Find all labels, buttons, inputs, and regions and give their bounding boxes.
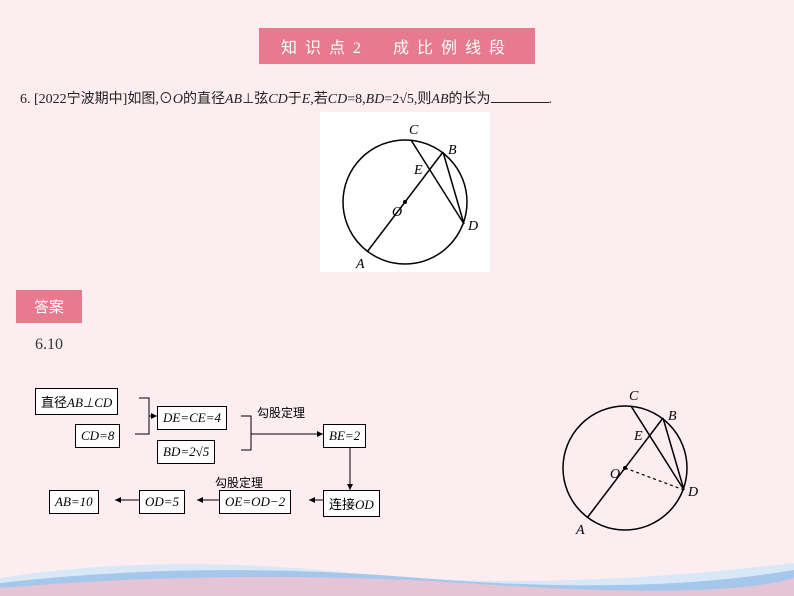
- label2-B: B: [668, 409, 677, 424]
- flow-box-3: DE=CE=4: [157, 406, 227, 430]
- label2-A: A: [575, 523, 585, 538]
- fb1a: 直径: [41, 395, 67, 410]
- flow-box-1: 直径直径AB⊥CDAB⊥CD: [35, 388, 118, 415]
- label-O: O: [392, 205, 402, 220]
- figure-2: C B E O D A: [540, 378, 710, 538]
- q-eq1: =8,: [347, 92, 365, 107]
- answer-text: 6.10: [35, 336, 63, 354]
- q-eq2: =2√5,则: [384, 92, 431, 107]
- label-C: C: [409, 123, 419, 138]
- q-m3: 于: [288, 92, 302, 107]
- flow-box-8: OD=5: [139, 490, 185, 514]
- label-A: A: [355, 257, 365, 272]
- flow-box-9: AB=10: [49, 490, 99, 514]
- header-badge: 知识点2 成比例线段: [259, 28, 535, 64]
- flow-box-6: 连接OD: [323, 490, 380, 517]
- label2-O: O: [610, 467, 620, 482]
- q-cd2: CD: [328, 92, 347, 107]
- q-period: .: [549, 92, 553, 107]
- flow-box-5: BE=2: [323, 424, 366, 448]
- bottom-wave: [0, 548, 794, 596]
- q-prefix: 6. [2022宁波期中]如图,⊙: [20, 92, 173, 107]
- label2-C: C: [629, 389, 639, 404]
- q-bd: BD: [366, 92, 385, 107]
- flow-label-2: 勾股定理: [215, 474, 263, 491]
- flow-box-7: OE=OD−2: [219, 490, 291, 514]
- flowchart: 直径直径AB⊥CDAB⊥CD CD=8 DE=CE=4 BD=2√5 BE=2 …: [35, 380, 485, 550]
- circle-diagram-1: C B E O D A: [320, 112, 490, 272]
- flow-box-2: CD=8: [75, 424, 120, 448]
- q-m4: ,若: [310, 92, 328, 107]
- label-D: D: [467, 219, 478, 234]
- label-E: E: [413, 163, 423, 178]
- q-e: E: [302, 92, 311, 107]
- question-text: 6. [2022宁波期中]如图,⊙O的直径AB⊥弦CD于E,若CD=8,BD=2…: [20, 88, 552, 108]
- q-ab2: AB: [431, 92, 448, 107]
- fb6: 连接: [329, 497, 355, 512]
- answer-badge: 答案: [16, 290, 82, 323]
- q-cd: CD: [268, 92, 287, 107]
- q-suffix: 的长为: [449, 92, 491, 107]
- circle-diagram-2: C B E O D A: [540, 378, 710, 538]
- q-m1: 的直径: [183, 92, 225, 107]
- flow-label-1: 勾股定理: [257, 404, 305, 421]
- blank-line: [491, 89, 549, 103]
- label2-E: E: [633, 429, 643, 444]
- q-m2: ⊥弦: [242, 92, 268, 107]
- flow-box-4: BD=2√5: [157, 440, 215, 464]
- figure-1: C B E O D A: [320, 112, 490, 272]
- q-o: O: [173, 92, 183, 107]
- label-B: B: [448, 143, 457, 158]
- label2-D: D: [687, 485, 698, 500]
- q-ab: AB: [225, 92, 242, 107]
